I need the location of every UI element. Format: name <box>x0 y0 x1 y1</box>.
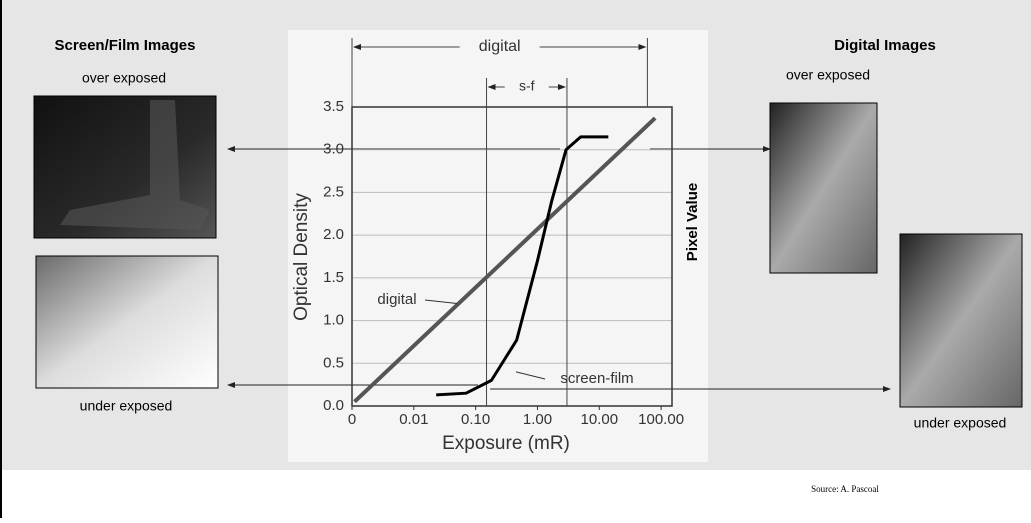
y-tick-label: 3.0 <box>323 141 344 158</box>
x-tick-label: 1.00 <box>523 411 552 428</box>
y-tick-label: 1.5 <box>323 269 344 286</box>
footer-bg <box>0 470 1031 518</box>
left-over-label: over exposed <box>82 70 166 86</box>
y-tick-label: 1.0 <box>323 312 344 329</box>
left-title: Screen/Film Images <box>55 37 196 54</box>
right-over-label: over exposed <box>786 67 870 83</box>
x-tick-label: 0.01 <box>399 411 428 428</box>
series-line <box>353 116 657 404</box>
xray-under-digital <box>899 233 1023 408</box>
range-label: digital <box>479 38 521 55</box>
series-label: digital <box>377 291 416 308</box>
right-under-label: under exposed <box>914 415 1007 431</box>
plot-frame <box>351 106 673 407</box>
xray-under-film <box>35 255 219 389</box>
y-tick-label: 0.5 <box>323 354 344 371</box>
x-tick-label: 10.00 <box>581 411 619 428</box>
range-label: s-f <box>519 78 535 94</box>
x-tick-label: 100.00 <box>638 411 684 428</box>
label-leader <box>424 299 458 304</box>
x-tick-label: 0.10 <box>461 411 490 428</box>
xray-over-digital <box>769 102 878 274</box>
left-under-label: under exposed <box>80 398 173 414</box>
y-tick-label: 0.0 <box>323 397 344 414</box>
xray-bone <box>60 100 210 230</box>
x-axis-label: Exposure (mR) <box>442 433 570 454</box>
series-line <box>436 135 609 397</box>
label-leader <box>515 371 546 380</box>
x-tick-label: 0 <box>348 411 356 428</box>
y-tick-label: 2.0 <box>323 226 344 243</box>
series-label: screen-film <box>560 370 633 387</box>
y2-axis-label: Pixel Value <box>684 183 701 261</box>
source: Source: A. Pascoal <box>811 484 879 494</box>
right-title: Digital Images <box>834 37 936 54</box>
y-tick-label: 2.5 <box>323 183 344 200</box>
chart-panel <box>288 30 708 462</box>
y-tick-label: 3.5 <box>323 98 344 115</box>
border <box>0 0 2 518</box>
y-axis-label: Optical Density <box>291 193 312 321</box>
